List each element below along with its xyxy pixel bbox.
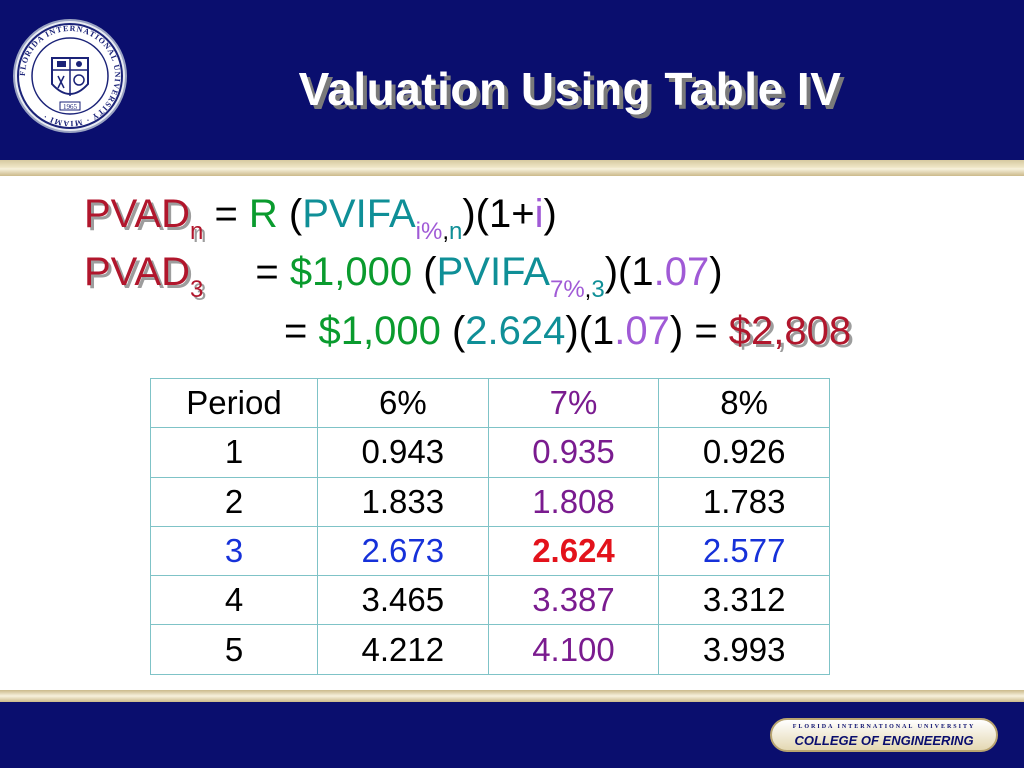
college-logo: FLORIDA INTERNATIONAL UNIVERSITY COLLEGE… [770, 718, 998, 752]
table-cell: 4.100 [487, 624, 660, 675]
pvifa-label: PVIFA [302, 192, 416, 236]
pvad-subscript: n [189, 218, 204, 245]
table-cell: 3.465 [317, 575, 489, 626]
equals-sign: = [203, 192, 249, 236]
table-cell: 1.783 [658, 476, 830, 527]
table-cell: 4 [150, 575, 318, 626]
rate-value: .07 [653, 250, 710, 294]
table-cell: 3.387 [487, 575, 660, 626]
pvad-label: PVAD [84, 192, 190, 236]
university-name: FLORIDA INTERNATIONAL UNIVERSITY [792, 724, 976, 730]
formula-line-1: PVADn = R (PVIFAi%,n)(1+i) [84, 192, 557, 254]
slide-title: Valuation Using Table IV [298, 63, 842, 115]
table-header-row: Period 6% 7% 8% [150, 377, 830, 429]
equals-sign: = [284, 309, 319, 353]
table-cell: 3 [150, 525, 318, 577]
table-cell: 2.673 [317, 525, 489, 577]
i-symbol: i [534, 192, 544, 236]
pvifa-sub-n: n [448, 218, 463, 245]
slide-header [0, 0, 1024, 160]
close-paren: ) [709, 250, 723, 294]
close-paren: ) [543, 192, 557, 236]
pvifa-label: PVIFA [436, 250, 550, 294]
pvifa-sub-sep: , [442, 218, 449, 245]
column-header-period: Period [150, 377, 318, 429]
table-cell: 1.808 [487, 476, 660, 527]
table-cell: 2 [150, 476, 318, 527]
close-paren: ) [669, 309, 684, 353]
pvifa-sub-n: 3 [591, 276, 605, 303]
table-row-highlighted: 3 2.673 2.624 2.577 [150, 525, 830, 577]
table-row: 5 4.212 4.100 3.993 [150, 624, 830, 675]
table-row: 2 1.833 1.808 1.783 [150, 476, 830, 527]
table-cell: 2.577 [658, 525, 830, 577]
factor-value: 2.624 [465, 309, 566, 353]
equals-sign: = [255, 250, 290, 294]
open-paren: ( [277, 192, 303, 236]
table-cell: 1 [150, 427, 318, 478]
table-cell: 0.926 [658, 427, 830, 478]
mid-text: )(1 [565, 309, 615, 353]
result-value: $2,808 [728, 309, 852, 353]
column-header-6pct: 6% [317, 377, 489, 429]
table-cell-selected: 2.624 [487, 525, 660, 577]
mid-text: )(1+ [462, 192, 535, 236]
table-cell: 3.993 [658, 624, 830, 675]
amount: $1,000 [318, 309, 441, 353]
footer-gold-band [0, 690, 1024, 702]
header-gold-band [0, 160, 1024, 176]
pvifa-sub-rate: i% [415, 218, 443, 245]
formula-line-3: = $1,000 (2.624)(1.07) = $2,808 [284, 309, 851, 353]
university-seal-icon: FLORIDA INTERNATIONAL UNIVERSITY · MIAMI… [13, 19, 127, 133]
open-paren: ( [440, 309, 466, 353]
table-row: 4 3.465 3.387 3.312 [150, 575, 830, 626]
table-cell: 0.935 [487, 427, 660, 478]
column-header-8pct: 8% [658, 377, 830, 429]
pvad-label: PVAD [84, 250, 190, 294]
mid-text: )(1 [604, 250, 654, 294]
pvifa-sub-rate: 7% [549, 276, 585, 303]
table-cell: 3.312 [658, 575, 830, 626]
equals-sign-2: = [683, 309, 729, 353]
r-symbol: R [248, 192, 278, 236]
table-cell: 4.212 [317, 624, 489, 675]
college-name: COLLEGE OF ENGINEERING [794, 733, 974, 748]
table-cell: 5 [150, 624, 318, 675]
seal-year: 1965 [63, 103, 78, 111]
open-paren: ( [412, 250, 437, 294]
column-header-7pct: 7% [487, 377, 660, 429]
formula-line-2: PVAD3 = $1,000 (PVIFA7%,3)(1.07) [84, 250, 723, 312]
table-cell: 1.833 [317, 476, 489, 527]
table-cell: 0.943 [317, 427, 489, 478]
pvifa-table: Period 6% 7% 8% 1 0.943 0.935 0.926 2 1.… [150, 377, 830, 675]
amount: $1,000 [289, 250, 413, 294]
pvad-subscript: 3 [189, 276, 204, 303]
pvifa-sub-sep: , [584, 276, 592, 303]
rate-value: .07 [614, 309, 670, 353]
table-row: 1 0.943 0.935 0.926 [150, 427, 830, 478]
